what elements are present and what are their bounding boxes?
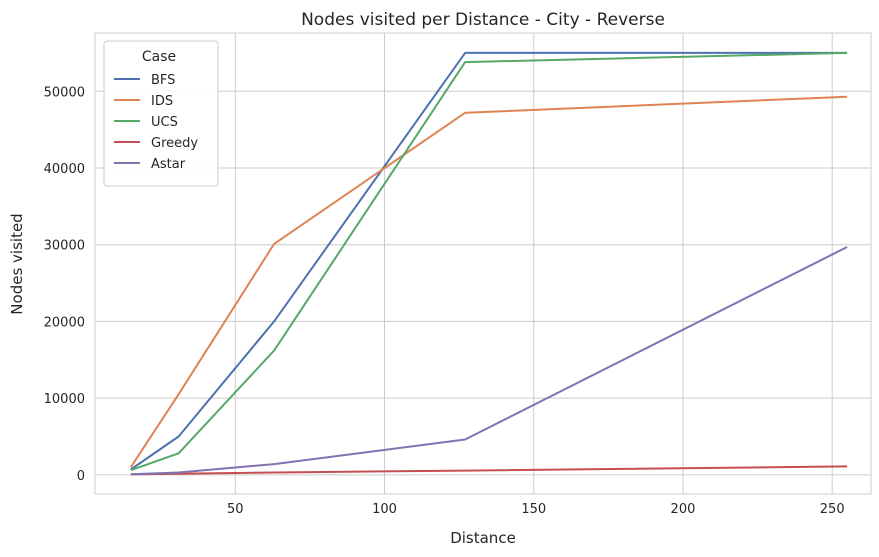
legend-box	[103, 40, 219, 187]
series-line-ucs	[130, 51, 848, 472]
legend-label: BFS	[151, 73, 175, 88]
legend-title: Case	[142, 49, 176, 65]
legend-item-bfs: BFS	[114, 73, 175, 88]
chart-title: Nodes visited per Distance - City - Reve…	[301, 10, 665, 30]
legend-label: IDS	[151, 94, 173, 109]
y-tick-label: 40000	[44, 162, 85, 177]
series-line-ids	[129, 95, 848, 468]
legend-label: Astar	[151, 157, 186, 172]
y-tick-label: 50000	[44, 85, 85, 100]
legend-item-ids: IDS	[114, 94, 173, 109]
x-tick-label: 100	[372, 502, 397, 517]
x-tick-label: 200	[671, 502, 696, 517]
y-tick-label: 20000	[44, 315, 85, 330]
legend-item-greedy: Greedy	[114, 136, 198, 151]
legend-label: Greedy	[151, 136, 198, 151]
series-line-bfs	[130, 51, 848, 471]
series-line-astar	[130, 246, 848, 476]
x-tick-label: 250	[820, 502, 845, 517]
legend-item-astar: Astar	[114, 157, 186, 172]
x-axis-title: Distance	[450, 529, 516, 547]
legend-item-ucs: UCS	[114, 115, 178, 130]
plot-frame	[94, 32, 872, 495]
y-axis-title: Nodes visited	[8, 213, 26, 314]
y-tick-label: 30000	[44, 239, 85, 254]
tick-labels: 50 100 150 200 250 0 10000 20000 30000 40000 50000	[44, 85, 845, 517]
series-lines	[129, 51, 848, 476]
legend-label: UCS	[151, 115, 178, 130]
legend-items: BFS IDS UCS Greedy Astar	[114, 73, 198, 172]
legend: Case BFS IDS UCS Greedy Astar	[103, 40, 219, 187]
y-tick-label: 10000	[44, 392, 85, 407]
x-tick-label: 50	[227, 502, 244, 517]
x-tick-label: 150	[521, 502, 546, 517]
y-tick-label: 0	[77, 469, 85, 484]
